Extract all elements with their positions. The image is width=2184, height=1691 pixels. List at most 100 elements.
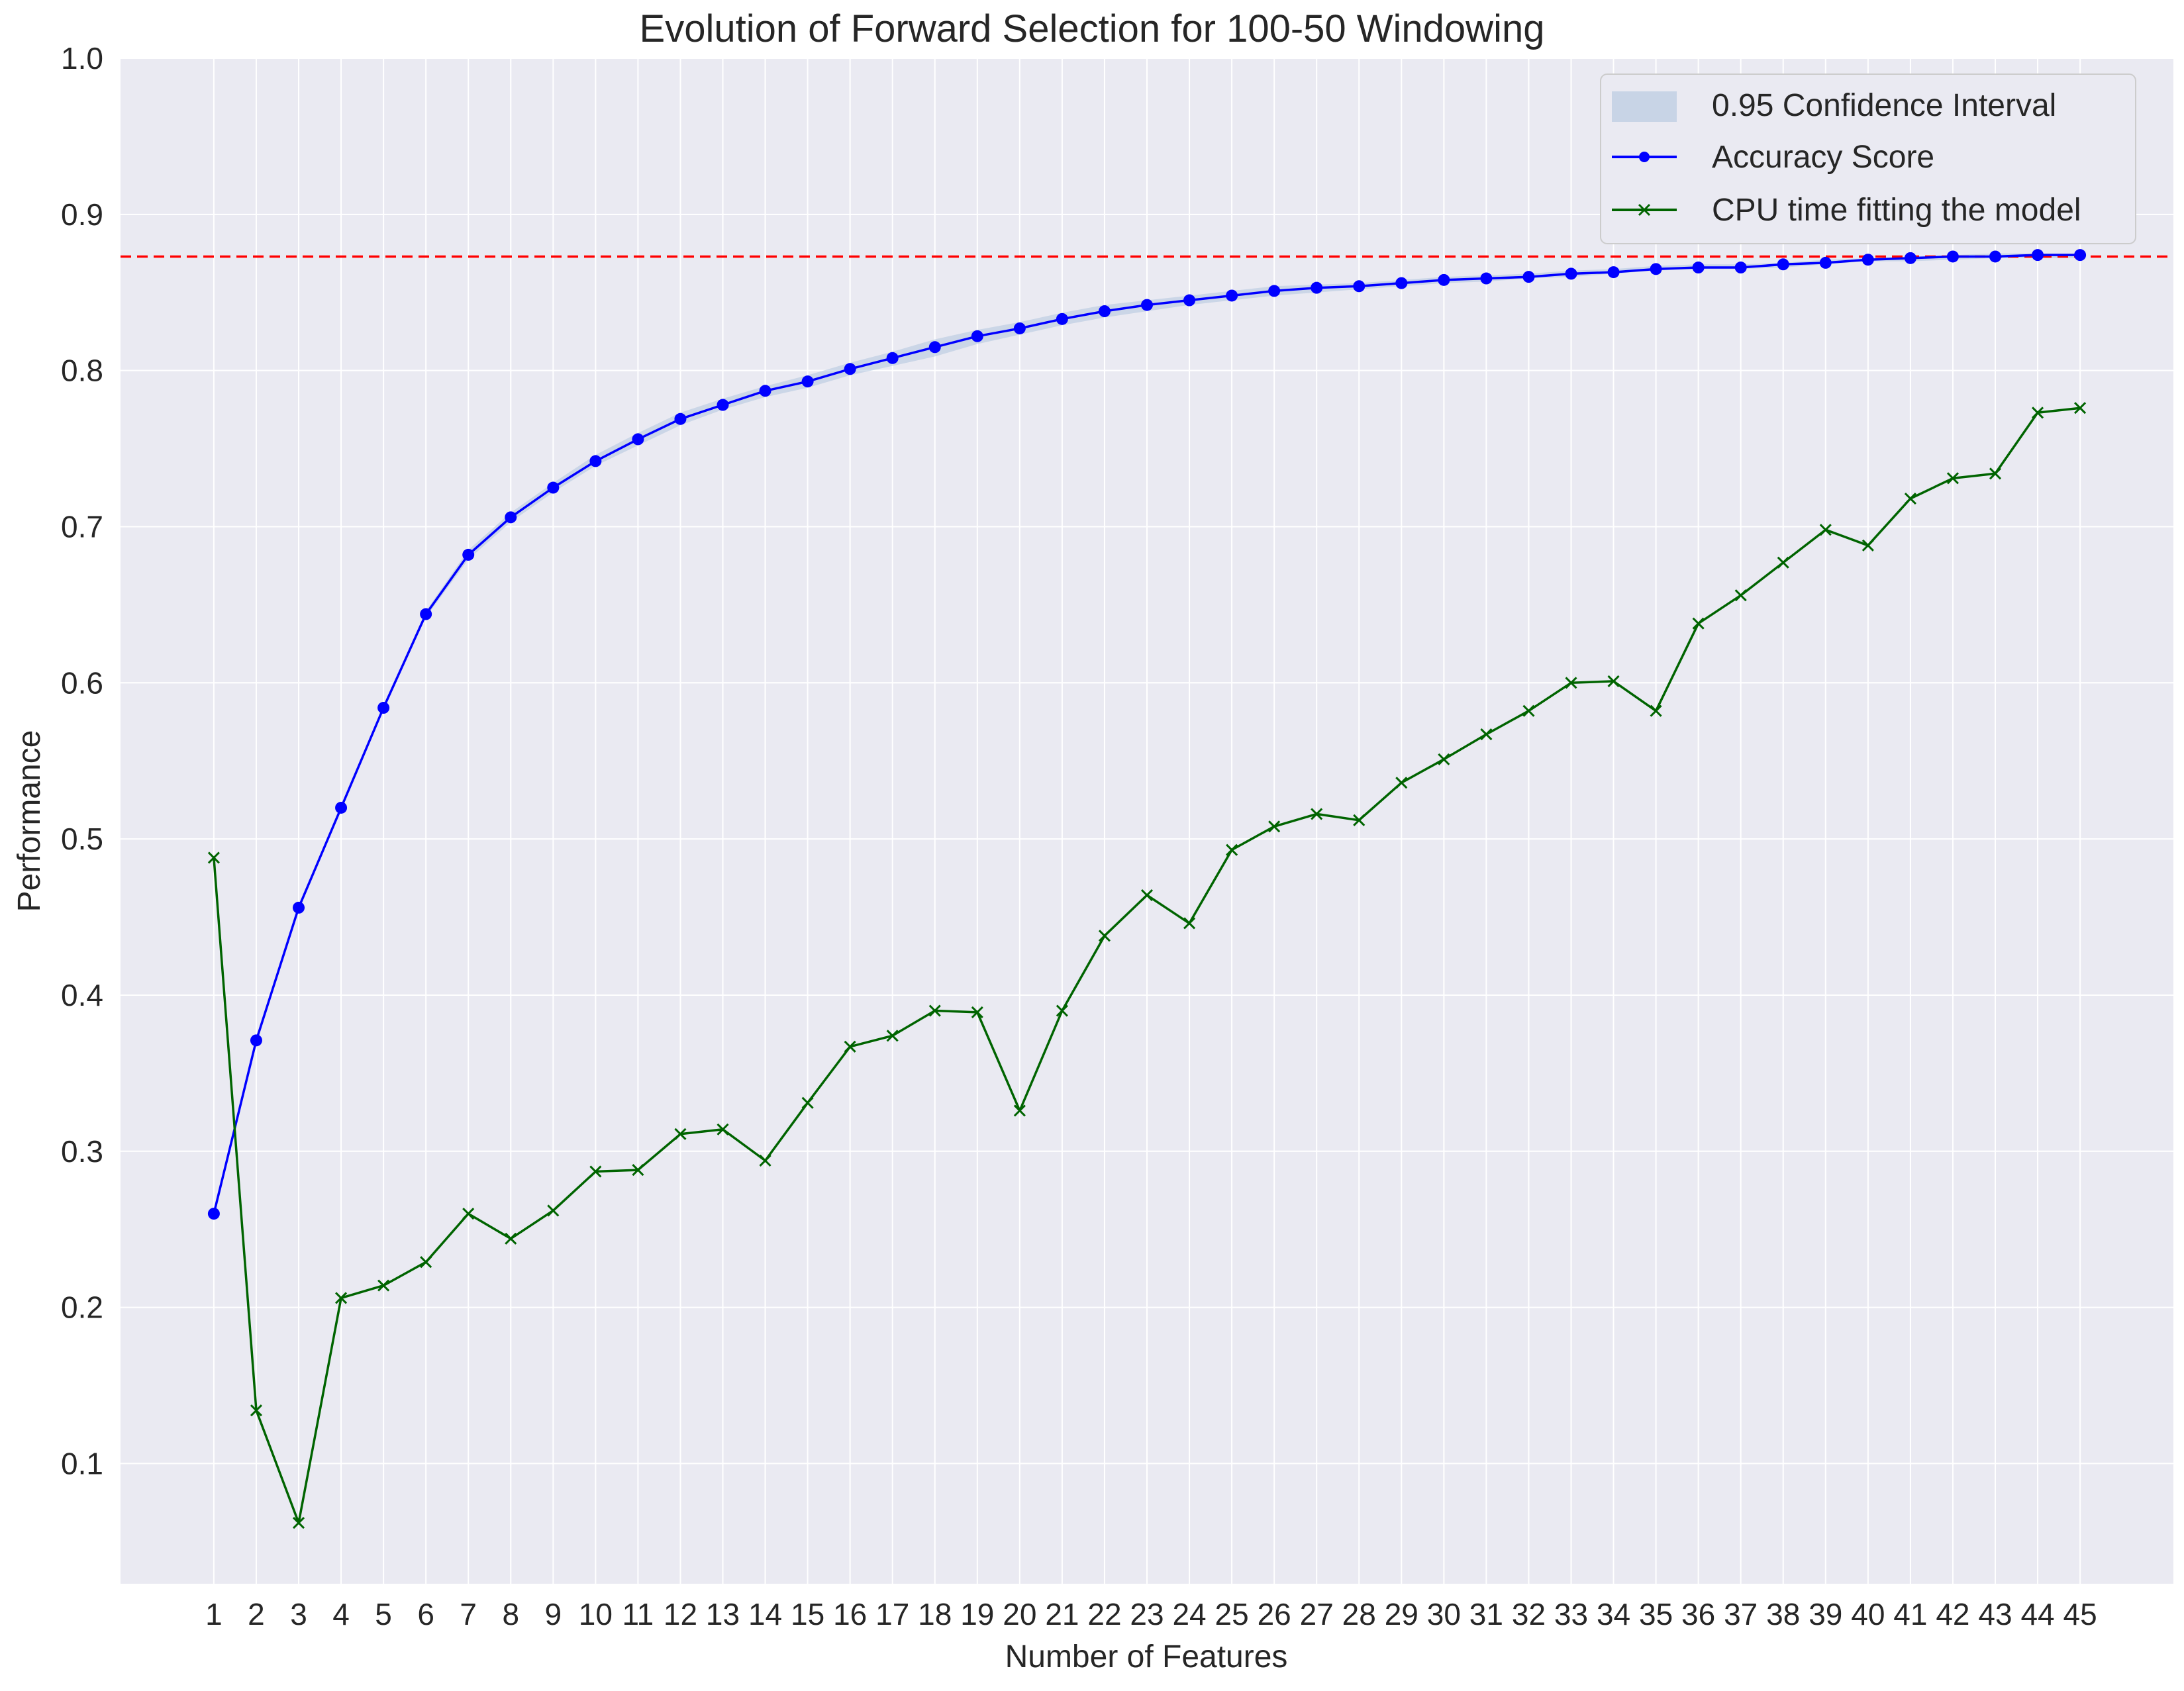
cpu-time-point-22 bbox=[1098, 930, 1111, 942]
cpu-time-point-25 bbox=[1226, 844, 1238, 856]
x-tick-label-42: 42 bbox=[1936, 1597, 1969, 1631]
accuracy-point-33 bbox=[1565, 267, 1577, 280]
accuracy-point-2 bbox=[250, 1034, 262, 1047]
cpu-time-point-38 bbox=[1777, 556, 1789, 569]
accuracy-point-35 bbox=[1650, 263, 1662, 275]
x-tick-label-28: 28 bbox=[1342, 1597, 1376, 1631]
x-tick-labels: 1 2 3 4 5 6 7 8 9 10 11 12 13 14 15 16 17 18 19 20 21 22 23 24 2… bbox=[205, 1597, 2097, 1631]
legend-swatch-confidence bbox=[1612, 91, 1677, 122]
x-tick-label-29: 29 bbox=[1385, 1597, 1418, 1631]
accuracy-point-25 bbox=[1226, 289, 1238, 302]
accuracy-point-22 bbox=[1098, 305, 1111, 318]
x-tick-label-6: 6 bbox=[417, 1597, 434, 1631]
x-tick-label-33: 33 bbox=[1554, 1597, 1588, 1631]
x-tick-label-11: 11 bbox=[622, 1597, 654, 1631]
accuracy-point-6 bbox=[420, 608, 432, 620]
x-tick-label-18: 18 bbox=[918, 1597, 952, 1631]
legend-label-cpu: CPU time fitting the model bbox=[1712, 193, 2081, 228]
x-tick-label-36: 36 bbox=[1681, 1597, 1715, 1631]
y-tick-label-0.8: 0.8 bbox=[61, 354, 103, 388]
cpu-time-point-33 bbox=[1565, 677, 1577, 689]
accuracy-point-36 bbox=[1692, 262, 1705, 274]
x-tick-label-10: 10 bbox=[579, 1597, 613, 1631]
x-tick-label-24: 24 bbox=[1172, 1597, 1206, 1631]
accuracy-point-42 bbox=[1946, 250, 1959, 263]
accuracy-point-43 bbox=[1989, 250, 2001, 263]
cpu-time-point-19 bbox=[971, 1006, 983, 1018]
cpu-time-point-23 bbox=[1140, 889, 1154, 902]
cpu-time-point-29 bbox=[1395, 777, 1408, 789]
accuracy-point-41 bbox=[1904, 252, 1916, 264]
x-tick-label-41: 41 bbox=[1893, 1597, 1927, 1631]
x-tick-label-1: 1 bbox=[205, 1597, 223, 1631]
x-tick-label-44: 44 bbox=[2020, 1597, 2054, 1631]
legend-marker-accuracy bbox=[1639, 152, 1650, 162]
y-tick-label-0.7: 0.7 bbox=[61, 509, 103, 544]
accuracy-point-44 bbox=[2032, 249, 2044, 262]
y-tick-label-1.0: 1.0 bbox=[61, 41, 103, 75]
accuracy-point-39 bbox=[1819, 256, 1832, 269]
cpu-time-point-20 bbox=[1013, 1104, 1026, 1117]
accuracy-point-15 bbox=[801, 375, 814, 388]
legend-marker-cpu bbox=[1638, 203, 1651, 217]
cpu-time-point-11 bbox=[632, 1164, 644, 1177]
accuracy-point-32 bbox=[1522, 271, 1535, 283]
accuracy-point-14 bbox=[759, 385, 771, 397]
cpu-time-point-32 bbox=[1522, 704, 1535, 717]
cpu-time-point-9 bbox=[547, 1204, 560, 1217]
x-tick-label-21: 21 bbox=[1045, 1597, 1079, 1631]
cpu-time-point-16 bbox=[844, 1040, 856, 1053]
series-cpu-time bbox=[207, 402, 2087, 1529]
accuracy-point-9 bbox=[547, 481, 560, 494]
cpu-time-point-37 bbox=[1734, 589, 1747, 602]
x-tick-label-16: 16 bbox=[833, 1597, 867, 1631]
accuracy-point-30 bbox=[1438, 273, 1450, 286]
x-tick-label-26: 26 bbox=[1258, 1597, 1291, 1631]
cpu-time-point-1 bbox=[207, 851, 220, 864]
cpu-time-point-5 bbox=[377, 1279, 390, 1292]
legend: 0.95 Confidence Interval Accuracy Score … bbox=[1600, 73, 2136, 244]
accuracy-point-13 bbox=[717, 399, 729, 411]
y-tick-label-0.4: 0.4 bbox=[61, 978, 103, 1012]
accuracy-point-28 bbox=[1353, 280, 1365, 293]
cpu-time-point-13 bbox=[717, 1123, 729, 1135]
series-accuracy bbox=[207, 249, 2087, 1220]
x-tick-label-15: 15 bbox=[791, 1597, 824, 1631]
legend-label-confidence: 0.95 Confidence Interval bbox=[1712, 88, 2056, 123]
x-tick-label-43: 43 bbox=[1978, 1597, 2012, 1631]
x-tick-label-23: 23 bbox=[1130, 1597, 1164, 1631]
accuracy-point-20 bbox=[1013, 322, 1026, 334]
cpu-time-point-26 bbox=[1268, 820, 1281, 833]
cpu-time-point-15 bbox=[801, 1096, 814, 1109]
cpu-time-point-21 bbox=[1056, 1004, 1068, 1017]
cpu-time-point-10 bbox=[589, 1165, 602, 1178]
grid-lines bbox=[121, 58, 2173, 1584]
series-layer bbox=[207, 249, 2087, 1529]
cpu-time-point-8 bbox=[505, 1232, 517, 1245]
x-tick-label-22: 22 bbox=[1087, 1597, 1121, 1631]
x-tick-label-38: 38 bbox=[1766, 1597, 1800, 1631]
accuracy-point-12 bbox=[674, 412, 687, 425]
x-tick-label-9: 9 bbox=[545, 1597, 562, 1631]
cpu-time-point-34 bbox=[1607, 675, 1620, 688]
accuracy-point-31 bbox=[1480, 272, 1493, 285]
accuracy-point-23 bbox=[1141, 299, 1153, 311]
y-tick-label-0.2: 0.2 bbox=[61, 1290, 103, 1325]
accuracy-point-4 bbox=[335, 801, 348, 814]
cpu-time-point-43 bbox=[1989, 467, 2002, 480]
accuracy-point-19 bbox=[971, 330, 983, 342]
cpu-time-point-18 bbox=[928, 1004, 941, 1017]
cpu-time-point-6 bbox=[420, 1256, 432, 1269]
accuracy-point-5 bbox=[377, 702, 390, 714]
accuracy-point-18 bbox=[928, 341, 941, 354]
x-tick-label-27: 27 bbox=[1300, 1597, 1334, 1631]
accuracy-point-24 bbox=[1183, 294, 1196, 307]
x-tick-label-32: 32 bbox=[1512, 1597, 1546, 1631]
x-tick-label-45: 45 bbox=[2063, 1597, 2097, 1631]
accuracy-point-11 bbox=[632, 433, 644, 446]
cpu-time-point-12 bbox=[674, 1128, 687, 1140]
cpu-time-point-39 bbox=[1819, 524, 1832, 536]
y-tick-label-0.9: 0.9 bbox=[61, 197, 103, 232]
x-tick-label-14: 14 bbox=[748, 1597, 782, 1631]
accuracy-point-10 bbox=[589, 455, 602, 467]
